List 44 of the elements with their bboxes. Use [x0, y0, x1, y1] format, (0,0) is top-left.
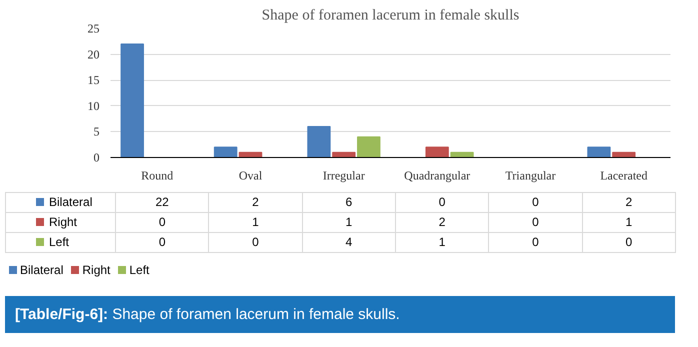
data-label: 6	[302, 192, 396, 213]
x-tick-label: Quadrangular	[404, 168, 470, 182]
y-tick-label: 5	[94, 124, 100, 139]
data-label: 2	[582, 192, 676, 213]
bar	[425, 146, 449, 158]
data-label: 0	[488, 212, 582, 233]
data-label: 0	[208, 232, 302, 253]
bar	[357, 136, 380, 158]
text: Left	[49, 235, 70, 250]
data-label: 2	[208, 192, 302, 213]
data-label: 1	[302, 212, 396, 233]
y-tick-label: 0	[94, 150, 100, 164]
text: Right	[82, 263, 110, 277]
x-tick-label: Lacerated	[600, 168, 648, 182]
y-tick-label: 15	[88, 73, 100, 88]
bar	[214, 146, 238, 158]
data-label: 22	[116, 192, 209, 213]
data-label: 0	[395, 192, 489, 213]
data-label: 4	[302, 232, 396, 253]
data-label: 0	[488, 192, 582, 213]
data-label: 0	[116, 212, 209, 233]
data-label: 2	[395, 212, 489, 233]
text: [Table/Fig-6]: Shape of foramen lacerum in female skulls.	[15, 305, 401, 325]
data-label: 1	[208, 212, 302, 233]
x-tick-label: Triangular	[505, 168, 556, 182]
legend-label: Left	[128, 263, 150, 277]
chart-title: Shape of foramen lacerum in female skulls	[262, 8, 520, 24]
data-label: 1	[395, 232, 489, 253]
y-tick-label: 25	[88, 22, 100, 36]
data-label: 1	[582, 212, 676, 233]
text: Bilateral	[20, 263, 64, 277]
bar	[307, 126, 331, 158]
data-label: 0	[582, 232, 676, 253]
legend-label: Bilateral	[6, 192, 116, 213]
data-label: 0	[488, 232, 582, 253]
data-label: 0	[116, 232, 209, 253]
y-tick-label: 10	[88, 98, 100, 113]
x-tick-label: Irregular	[322, 168, 365, 182]
y-tick-label: 20	[88, 47, 100, 62]
bar	[120, 43, 144, 158]
bar	[587, 146, 611, 158]
legend-label: Right	[6, 212, 116, 233]
x-tick-label: Round	[141, 168, 174, 182]
x-tick-label: Oval	[238, 168, 263, 182]
